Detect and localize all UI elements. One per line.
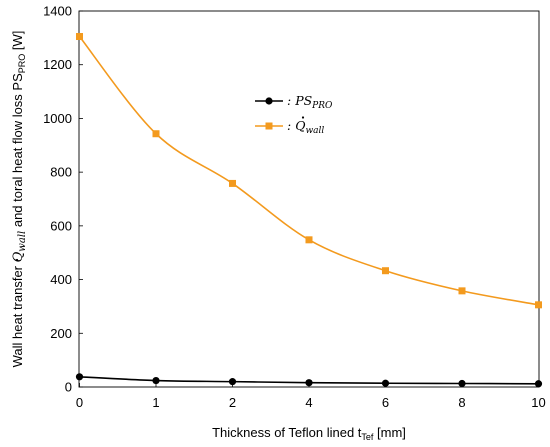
- legend-item-q-wall: : Qwall: [255, 116, 324, 136]
- y-tick-label: 200: [50, 326, 72, 341]
- data-point: [228, 378, 237, 386]
- y-tick-label: 1000: [43, 111, 72, 126]
- x-tick-label: 6: [382, 395, 389, 410]
- data-point: [305, 379, 313, 387]
- series-q-wall: [76, 33, 542, 309]
- y-tick-label: 0: [65, 380, 72, 395]
- svg-text:: Qwall: : Qwall: [287, 118, 324, 136]
- data-point: [152, 130, 160, 138]
- data-point: [458, 379, 466, 388]
- x-tick-label: 0: [76, 395, 83, 410]
- x-tick-label: 8: [458, 395, 465, 410]
- data-point: [75, 373, 84, 381]
- y-axis-title: Wall heat transfer Qwall and toral heat …: [10, 31, 28, 368]
- y-tick-label: 1200: [43, 57, 72, 72]
- legend-item-ps-pro: : PSPRO: [255, 93, 333, 111]
- y-tick-label: 800: [50, 165, 72, 180]
- x-tick-label: 4: [305, 395, 312, 410]
- y-axis-ticks: 0 200 400 600 800 1000 1200 1400: [43, 4, 83, 395]
- x-tick-label: 10: [531, 395, 545, 410]
- y-tick-label: 600: [50, 218, 72, 233]
- data-point: [535, 301, 542, 309]
- data-point: [305, 236, 313, 244]
- series-ps-pro: [75, 373, 543, 388]
- data-point: [229, 179, 236, 187]
- svg-text:: PSPRO: : PSPRO: [287, 93, 333, 111]
- data-point: [76, 33, 83, 41]
- x-tick-label: 2: [229, 395, 236, 410]
- y-title-q-overdot: [15, 258, 19, 262]
- x-tick-label: 1: [152, 395, 159, 410]
- data-point: [381, 379, 390, 387]
- data-point: [534, 380, 543, 388]
- y-tick-label: 400: [50, 272, 72, 287]
- plot-frame: [78, 10, 540, 388]
- data-point: [152, 376, 160, 385]
- data-point: [382, 267, 389, 275]
- legend: : PSPRO : Qwall: [255, 93, 333, 136]
- legend-q-overdot: [301, 116, 305, 119]
- x-axis-title: Thickness of Teflon lined tTef [mm]: [212, 425, 406, 442]
- series-line: [78, 36, 539, 306]
- series-layer: [75, 33, 543, 388]
- y-tick-label: 1400: [43, 4, 72, 19]
- data-point: [458, 287, 466, 295]
